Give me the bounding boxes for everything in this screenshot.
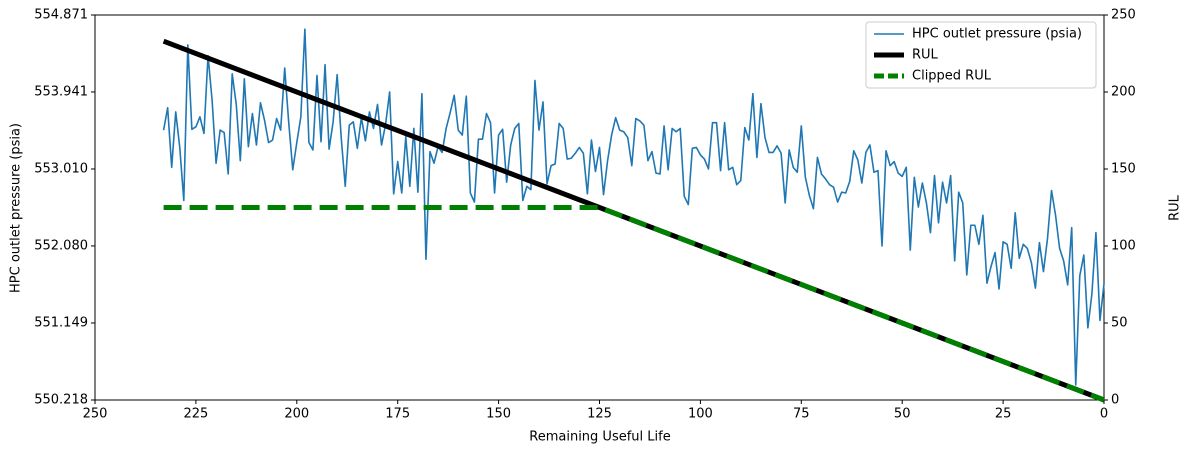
y-tick-label: 550.218: [34, 393, 88, 408]
x-tick-label: 125: [587, 407, 612, 422]
y2-tick-label: 250: [1111, 8, 1136, 23]
legend-label: HPC outlet pressure (psia): [912, 27, 1082, 42]
series-line: [162, 28, 1105, 386]
x-tick-label: 225: [183, 407, 208, 422]
x-tick-label: 0: [1100, 407, 1108, 422]
x-tick-label: 25: [995, 407, 1012, 422]
x-tick-label: 75: [793, 407, 810, 422]
legend-label: Clipped RUL: [912, 69, 992, 84]
y-tick-label: 554.871: [34, 8, 88, 23]
legend: HPC outlet pressure (psia) RUL Clipped RUL: [865, 21, 1097, 89]
x-tick-label: 50: [894, 407, 911, 422]
legend-box: [865, 21, 1097, 89]
y-axis-label: HPC outlet pressure (psia): [9, 123, 24, 293]
y2-tick-label: 0: [1111, 393, 1119, 408]
legend-label: RUL: [912, 48, 939, 63]
y2-tick-label: 200: [1111, 85, 1136, 100]
y-tick-label: 553.010: [34, 161, 88, 176]
y2-tick-label: 100: [1111, 239, 1136, 254]
x-tick-label: 100: [688, 407, 713, 422]
y2-axis-label: RUL: [1168, 194, 1183, 221]
y-tick-label: 553.941: [34, 84, 88, 99]
x-tick-label: 250: [83, 407, 108, 422]
y2-tick-label: 150: [1111, 162, 1136, 177]
y-tick-label: 551.149: [34, 315, 88, 330]
x-axis-label: Remaining Useful Life: [529, 430, 670, 445]
series-line: [163, 205, 1105, 403]
y-tick-label: 552.080: [34, 238, 88, 253]
x-tick-label: 175: [385, 407, 410, 422]
x-tick-label: 200: [284, 407, 309, 422]
x-tick-label: 150: [486, 407, 511, 422]
y2-tick-label: 50: [1111, 316, 1128, 331]
